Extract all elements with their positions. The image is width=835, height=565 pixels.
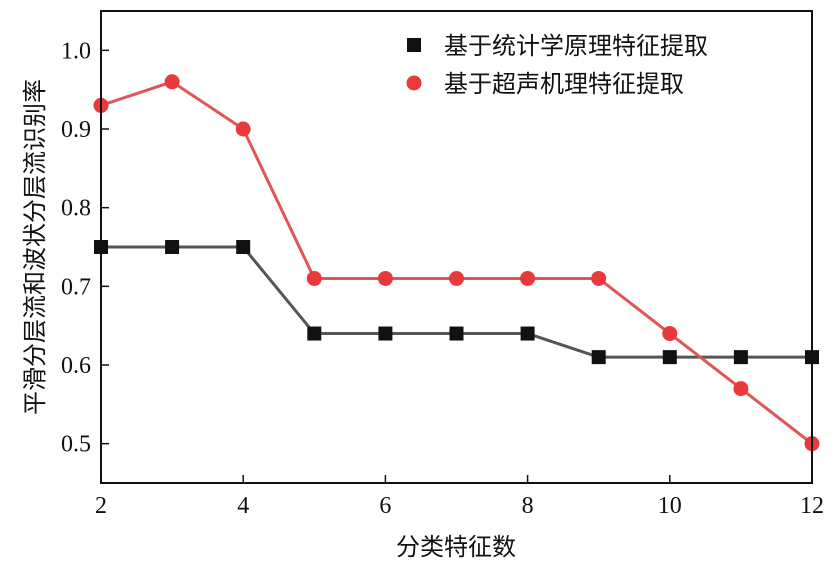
series-2-point: [449, 270, 464, 286]
x-tick-label: 12: [800, 493, 824, 519]
series-1-point: [236, 240, 251, 254]
ticks-layer: 2 4 6 8 10 12 0.5 0.6 0.7 0.8 0.9 1.0: [61, 38, 824, 519]
plot-frame: [100, 10, 813, 484]
x-tick-label: 6: [379, 493, 391, 519]
series-1-point: [733, 350, 748, 365]
series-2-point: [520, 270, 536, 286]
x-tick-label: 4: [237, 493, 249, 519]
x-tick-label: 10: [658, 493, 682, 519]
series-layer: [93, 74, 820, 452]
series-line-2: [100, 80, 813, 445]
series-1-point: [662, 350, 677, 365]
x-tick-label: 8: [522, 493, 534, 519]
y-tick-label: 0.5: [61, 432, 91, 458]
y-tick-label: 0.6: [61, 353, 91, 379]
series-line-1: [101, 245, 812, 359]
series-2-point: [733, 381, 749, 397]
series-1-point: [520, 326, 535, 341]
x-axis-title: 分类特征数: [396, 533, 516, 561]
series-2-point: [235, 121, 251, 137]
series-1-point: [449, 326, 464, 341]
series-1-point: [165, 240, 180, 254]
series-1-point: [378, 326, 393, 341]
legend-label: 基于超声机理特征提取: [444, 70, 684, 98]
series-1-point: [591, 350, 606, 365]
y-tick-label: 0.7: [61, 274, 91, 300]
y-tick-label: 0.8: [61, 196, 91, 222]
legend-label: 基于统计学原理特征提取: [444, 32, 708, 60]
series-2-point: [306, 270, 322, 286]
legend-marker-circle: [406, 75, 422, 91]
series-1-point: [307, 326, 322, 341]
y-tick-label: 1.0: [61, 38, 91, 64]
series-2-point: [164, 74, 180, 90]
x-tick-label: 2: [95, 493, 107, 519]
series-2-point: [662, 326, 678, 342]
series-2-point: [591, 270, 607, 286]
y-tick-label: 0.9: [61, 117, 91, 143]
legend-marker-square: [407, 38, 421, 52]
y-axis-title: 平滑分层流和波状分层流识别率: [21, 79, 49, 415]
series-2-point: [377, 270, 393, 286]
